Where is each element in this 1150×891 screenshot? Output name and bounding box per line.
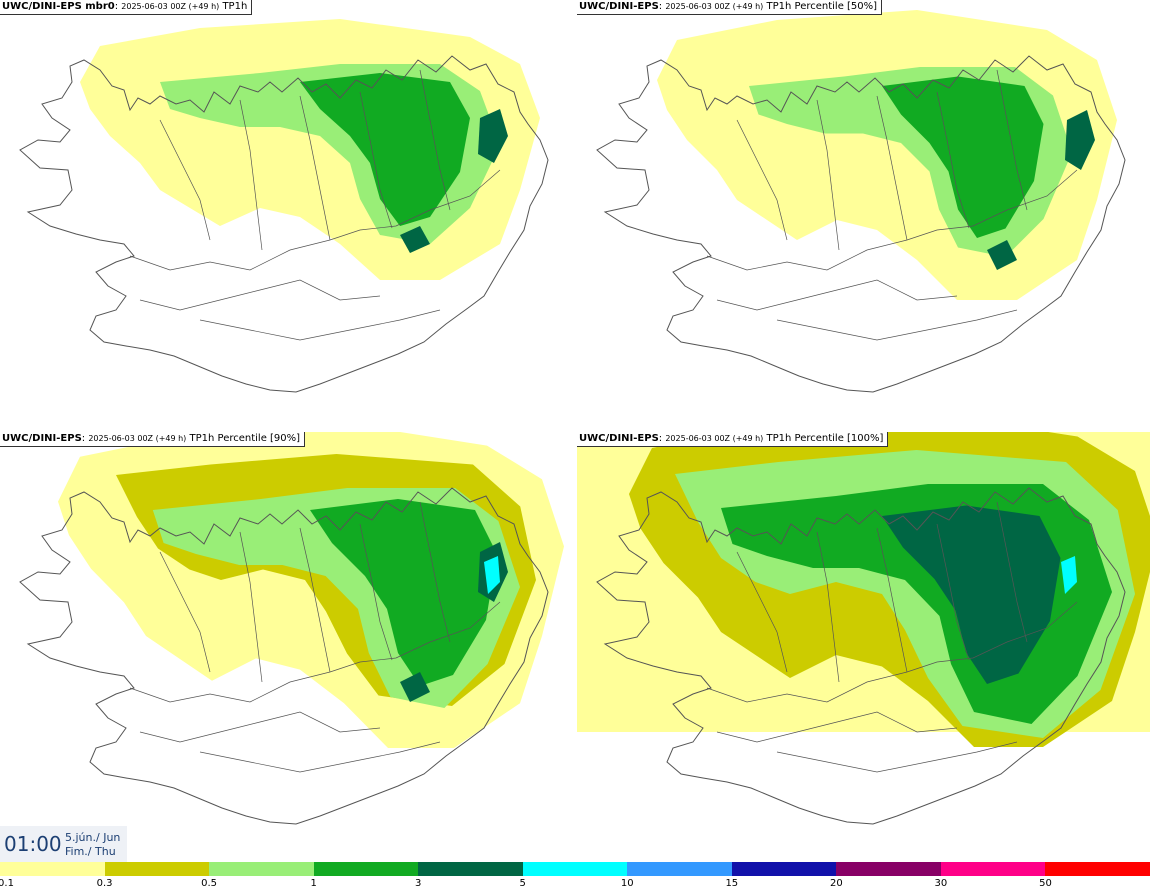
legend-swatch — [104, 862, 210, 876]
valid-date-line2: Fim./ Thu — [65, 845, 116, 858]
model-name: UWC/DINI-EPS — [579, 1, 659, 12]
legend-swatch — [627, 862, 733, 876]
valid-time-box: 01:00 5.jún./ Jun Fim./ Thu — [0, 826, 127, 862]
valid-date: 5.jún./ Jun Fim./ Thu — [65, 831, 120, 859]
field-name: TP1h Percentile [100%] — [766, 433, 884, 444]
valid-time: 01:00 — [4, 832, 62, 856]
legend-tick-label: 3 — [414, 878, 422, 889]
map-panel-mbr0: UWC/DINI-EPS mbr0: 2025-06-03 00Z (+49 h… — [0, 0, 573, 428]
legend-swatch — [313, 862, 419, 876]
valid-date-line1: 5.jún./ Jun — [65, 831, 121, 844]
run-info: 2025-06-03 00Z (+49 h) — [665, 434, 764, 443]
legend-tick-label: 15 — [725, 878, 739, 889]
legend-tick-label: 0.1 — [0, 878, 14, 889]
field-name: TP1h Percentile [90%] — [189, 433, 301, 444]
map-panel-p90: UWC/DINI-EPS: 2025-06-03 00Z (+49 h) TP1… — [0, 432, 573, 860]
run-info: 2025-06-03 00Z (+49 h) — [88, 434, 187, 443]
precip-map — [0, 432, 573, 860]
precip-legend: 0.1 0.3 0.5 1 3 5 10 15 20 30 50 — [0, 862, 1150, 891]
legend-swatch — [209, 862, 315, 876]
legend-tick-label: 0.3 — [96, 878, 113, 889]
run-info: 2025-06-03 00Z (+49 h) — [121, 2, 220, 11]
legend-tick-label: 30 — [934, 878, 948, 889]
panel-title: UWC/DINI-EPS mbr0: 2025-06-03 00Z (+49 h… — [0, 0, 253, 15]
legend-swatch — [836, 862, 942, 876]
legend-tick-label: 20 — [829, 878, 843, 889]
panel-title: UWC/DINI-EPS: 2025-06-03 00Z (+49 h) TP1… — [0, 432, 306, 447]
legend-swatch — [0, 862, 106, 876]
legend-swatch — [731, 862, 837, 876]
legend-tick-label: 0.5 — [201, 878, 218, 889]
map-panel-p50: UWC/DINI-EPS: 2025-06-03 00Z (+49 h) TP1… — [577, 0, 1150, 428]
legend-tick-label: 5 — [519, 878, 526, 889]
legend-swatch — [418, 862, 524, 876]
precip-map — [0, 0, 573, 428]
model-name: UWC/DINI-EPS mbr0 — [2, 1, 115, 12]
model-name: UWC/DINI-EPS — [2, 433, 82, 444]
field-name: TP1h Percentile [50%] — [766, 1, 878, 12]
legend-tick-label: 1 — [310, 878, 317, 889]
panel-title: UWC/DINI-EPS: 2025-06-03 00Z (+49 h) TP1… — [577, 0, 883, 15]
legend-swatch — [1045, 862, 1150, 876]
model-name: UWC/DINI-EPS — [579, 433, 659, 444]
field-name: TP1h — [222, 1, 248, 12]
precip-map — [577, 432, 1150, 860]
legend-tick-label: 10 — [620, 878, 634, 889]
legend-swatch — [940, 862, 1046, 876]
legend-swatch — [522, 862, 628, 876]
panel-title: UWC/DINI-EPS: 2025-06-03 00Z (+49 h) TP1… — [577, 432, 889, 447]
map-panel-p100: UWC/DINI-EPS: 2025-06-03 00Z (+49 h) TP1… — [577, 432, 1150, 860]
precip-map — [577, 0, 1150, 428]
legend-tick-label: 50 — [1039, 878, 1052, 889]
run-info: 2025-06-03 00Z (+49 h) — [665, 2, 764, 11]
